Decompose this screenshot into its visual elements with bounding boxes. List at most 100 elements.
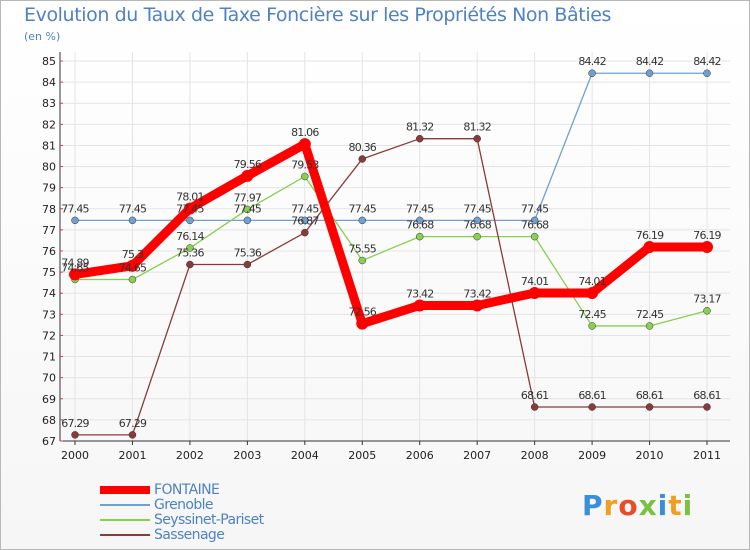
legend-item-fontaine: FONTAINE <box>100 483 400 498</box>
y-tick-label: 76 <box>42 245 56 258</box>
data-point <box>186 260 194 269</box>
legend-swatch-grenoble <box>100 504 150 506</box>
data-point <box>645 322 654 330</box>
series-line-fontaine <box>70 139 712 329</box>
x-tick-label: 2007 <box>463 449 491 462</box>
data-point <box>588 69 596 77</box>
data-label: 67.29 <box>119 417 147 430</box>
y-tick-label: 84 <box>42 76 56 89</box>
data-label: 76.68 <box>406 219 434 232</box>
data-label: 74.65 <box>119 262 147 275</box>
data-label: 79.53 <box>291 158 319 171</box>
y-tick-label: 71 <box>42 351 56 364</box>
data-point <box>473 134 481 143</box>
data-point <box>301 172 309 181</box>
x-tick-label: 2006 <box>406 449 434 462</box>
data-point <box>588 322 596 330</box>
data-point <box>71 431 79 439</box>
data-point <box>415 232 424 241</box>
x-tick-label: 2008 <box>521 449 549 462</box>
data-label: 68.61 <box>578 389 606 402</box>
data-label: 74.01 <box>578 275 606 288</box>
legend-item-grenoble: Grenoble <box>100 498 400 513</box>
y-tick-label: 75 <box>42 266 56 279</box>
data-label: 77.97 <box>234 191 262 204</box>
series-line-seyssinet-pariset <box>74 175 708 327</box>
data-label: 75.36 <box>234 247 262 260</box>
data-label: 74.65 <box>61 262 89 275</box>
data-point <box>530 216 539 225</box>
data-label: 81.32 <box>463 121 491 134</box>
data-label: 72.45 <box>578 308 606 321</box>
legend-swatch-sassenage <box>100 534 150 536</box>
legend-swatch-fontaine <box>100 486 150 494</box>
data-label: 67.29 <box>61 417 89 430</box>
data-label: 75.55 <box>349 243 377 256</box>
data-label: 79.56 <box>234 158 262 171</box>
data-label: 73.42 <box>406 287 434 300</box>
data-point <box>415 134 424 143</box>
data-point <box>186 216 194 225</box>
legend-item-sassenage: Sassenage <box>100 528 400 543</box>
data-point <box>528 287 541 300</box>
y-tick-label: 73 <box>42 308 56 321</box>
y-tick-label: 82 <box>42 118 56 131</box>
data-point <box>530 232 539 241</box>
y-tick-label: 69 <box>42 393 56 406</box>
data-label: 84.42 <box>636 55 664 68</box>
data-point <box>183 202 196 215</box>
logo-letter: i <box>657 489 669 522</box>
x-tick-label: 2003 <box>233 449 261 462</box>
logo-letter: P <box>582 489 604 522</box>
data-point <box>701 240 713 253</box>
data-label: 73.17 <box>693 293 721 306</box>
y-tick-label: 74 <box>42 287 56 300</box>
y-tick-label: 83 <box>42 97 56 110</box>
logo-letter: r <box>603 489 619 522</box>
y-tick-label: 85 <box>42 55 56 68</box>
data-point <box>413 299 426 312</box>
data-label: 77.45 <box>291 202 319 215</box>
proxiti-logo: Proxiti <box>582 489 693 522</box>
data-point <box>358 216 367 225</box>
data-label: 76.14 <box>176 230 204 243</box>
data-label: 81.32 <box>406 121 434 134</box>
data-label: 74.01 <box>521 275 549 288</box>
data-point <box>356 317 369 330</box>
data-label: 76.19 <box>693 229 721 242</box>
data-point <box>415 216 424 225</box>
line-chart: 67 68 69 70 71 72 73 74 75 76 77 78 79 80 81 82 83 84 85 20… <box>42 52 730 462</box>
data-label: 80.36 <box>349 141 377 154</box>
data-point <box>703 306 711 315</box>
data-label: 84.42 <box>578 55 606 68</box>
data-point <box>298 138 311 151</box>
data-point <box>643 240 656 253</box>
data-label: 77.45 <box>406 202 434 215</box>
chart-subtitle: (en %) <box>24 30 61 43</box>
legend-item-seyssinet-pariset: Seyssinet-Pariset <box>100 513 400 528</box>
data-point <box>586 287 599 300</box>
data-point <box>473 216 481 225</box>
data-label: 77.45 <box>176 202 204 215</box>
data-label: 68.61 <box>521 389 549 402</box>
data-point <box>243 216 252 225</box>
data-label: 77.45 <box>119 202 147 215</box>
data-point <box>588 403 596 411</box>
data-label: 75.3 <box>122 248 144 261</box>
logo-letter: t <box>668 489 683 522</box>
data-label: 84.42 <box>693 55 721 68</box>
data-label: 76.87 <box>291 215 319 228</box>
data-label: 76.68 <box>521 219 549 232</box>
data-label: 76.19 <box>636 229 664 242</box>
data-point <box>243 205 252 214</box>
data-label: 74.89 <box>61 256 89 269</box>
legend-label-sassenage: Sassenage <box>154 527 225 543</box>
y-tick-label: 80 <box>42 161 56 174</box>
x-tick-label: 2001 <box>118 449 146 462</box>
data-point <box>186 244 194 252</box>
logo-letter: x <box>638 489 658 522</box>
x-tick-label: 2010 <box>636 449 664 462</box>
x-tick-label: 2002 <box>176 449 204 462</box>
data-point <box>128 431 137 439</box>
legend: FONTAINE Grenoble Seyssinet-Pariset Sass… <box>100 483 400 543</box>
